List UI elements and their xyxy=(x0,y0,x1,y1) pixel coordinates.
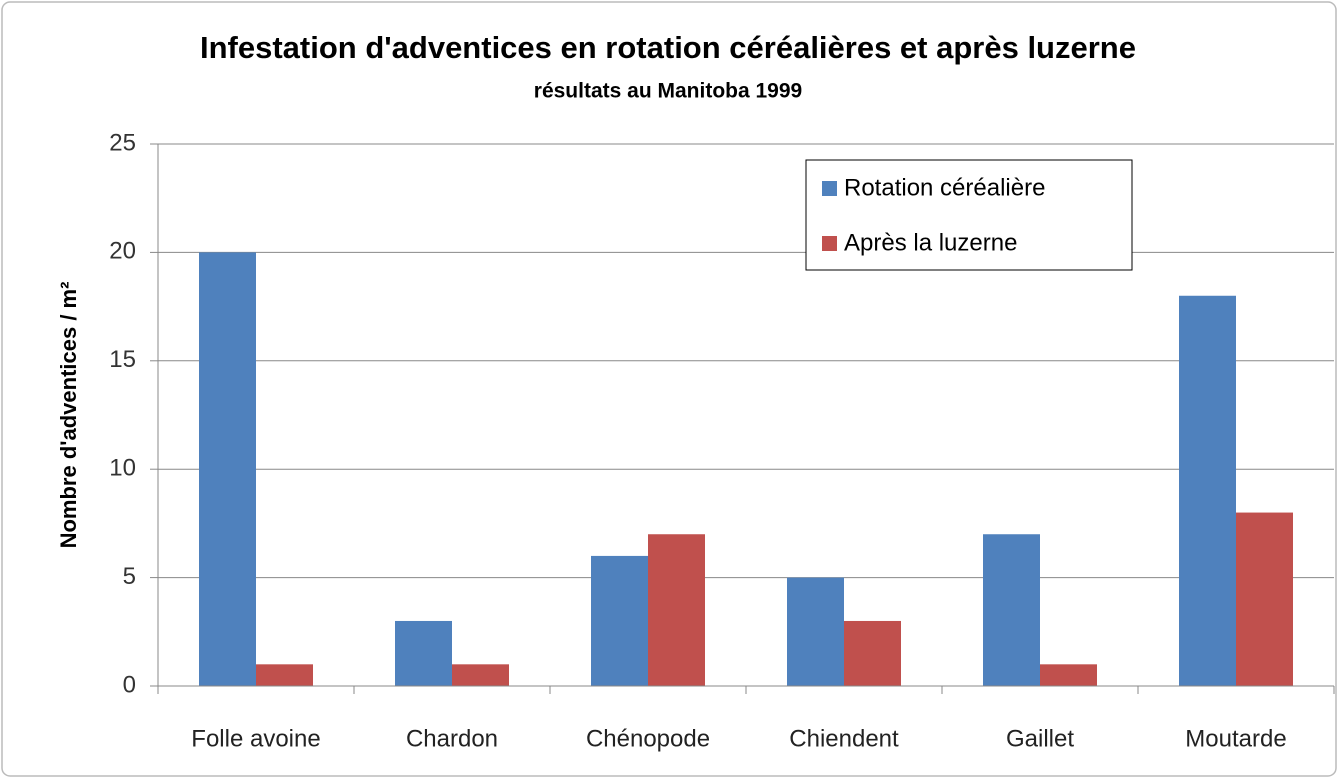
bar xyxy=(591,555,648,686)
bar xyxy=(787,577,844,686)
legend-label: Après la luzerne xyxy=(844,229,1017,256)
y-axis-label: Nombre d'adventices / m² xyxy=(56,282,81,549)
bar xyxy=(452,664,509,686)
chart-title: Infestation d'adventices en rotation cér… xyxy=(200,30,1136,65)
bar xyxy=(1040,664,1097,686)
bar xyxy=(983,534,1040,686)
y-tick-label: 10 xyxy=(109,455,136,482)
bar xyxy=(395,620,452,686)
x-tick-label: Chardon xyxy=(406,725,498,752)
x-tick-label: Moutarde xyxy=(1185,725,1286,752)
y-tick-label: 25 xyxy=(109,129,136,156)
legend-swatch xyxy=(822,236,837,251)
bar xyxy=(648,534,705,686)
y-tick-label: 15 xyxy=(109,346,136,373)
y-tick-label: 0 xyxy=(123,671,136,698)
legend-box xyxy=(805,159,1133,271)
chart-subtitle: résultats au Manitoba 1999 xyxy=(534,80,802,103)
x-tick-label: Folle avoine xyxy=(191,725,320,752)
bar xyxy=(844,620,901,686)
bar xyxy=(1236,512,1293,686)
y-tick-label: 20 xyxy=(109,238,136,265)
legend-swatch xyxy=(822,181,837,196)
x-tick-label: Gaillet xyxy=(1006,725,1074,752)
x-tick-label: Chénopode xyxy=(586,725,710,752)
x-tick-label: Chiendent xyxy=(789,725,899,752)
y-tick-label: 5 xyxy=(123,563,136,590)
legend-label: Rotation céréalière xyxy=(844,174,1045,201)
bar xyxy=(199,252,256,686)
bar xyxy=(1179,295,1236,686)
bar xyxy=(256,664,313,686)
